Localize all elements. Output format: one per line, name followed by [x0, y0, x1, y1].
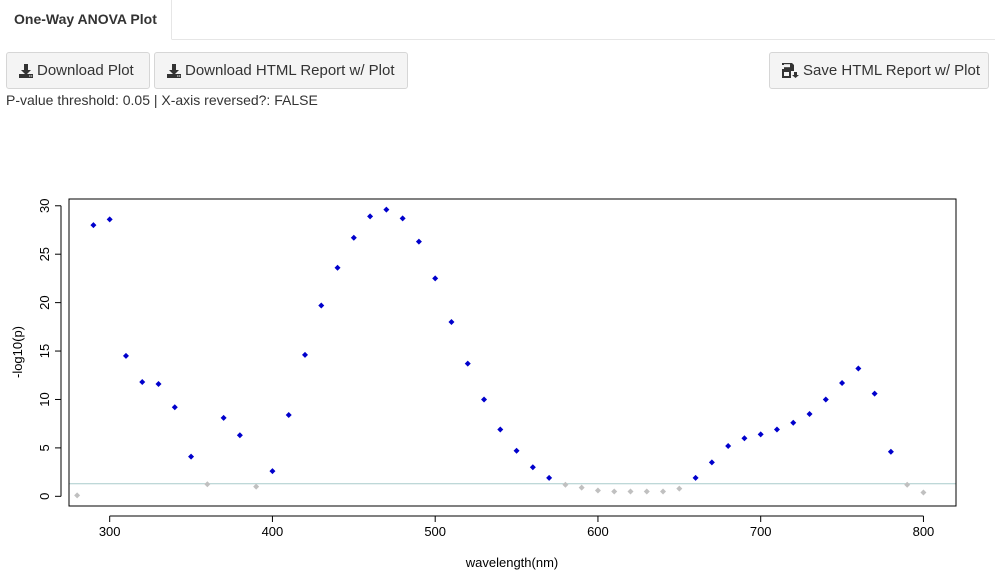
data-point: [692, 474, 699, 481]
data-point: [871, 390, 878, 397]
data-point: [562, 481, 569, 488]
data-point: [399, 215, 406, 222]
data-point: [236, 432, 243, 439]
x-tick-label: 700: [750, 524, 772, 539]
data-point: [253, 483, 260, 490]
data-point: [546, 474, 553, 481]
plot-frame: [68, 198, 957, 507]
y-tick-label: 15: [37, 344, 52, 358]
data-point: [741, 435, 748, 442]
data-point: [660, 488, 667, 495]
data-point: [578, 484, 585, 491]
data-point: [285, 411, 292, 418]
data-point: [301, 351, 308, 358]
data-point: [643, 488, 650, 495]
data-point: [806, 410, 813, 417]
data-point: [155, 380, 162, 387]
data-point: [627, 488, 634, 495]
data-point: [920, 489, 927, 496]
data-point: [676, 485, 683, 492]
data-point: [415, 238, 422, 245]
data-point: [448, 318, 455, 325]
data-point: [790, 419, 797, 426]
data-point: [318, 302, 325, 309]
x-tick-label: 400: [262, 524, 284, 539]
data-point: [904, 481, 911, 488]
x-tick-label: 600: [587, 524, 609, 539]
data-point: [855, 365, 862, 372]
data-point: [188, 453, 195, 460]
data-point: [269, 468, 276, 475]
save-icon: [782, 63, 799, 78]
data-point: [497, 426, 504, 433]
save-report-label: Save HTML Report w/ Plot: [803, 62, 981, 79]
data-point: [481, 396, 488, 403]
data-point: [220, 414, 227, 421]
y-tick-label: 30: [37, 199, 52, 213]
y-tick-label: 10: [37, 392, 52, 406]
data-point: [432, 275, 439, 282]
y-tick-label: 25: [37, 247, 52, 261]
data-point: [106, 216, 113, 223]
x-axis-label: wavelength(nm): [465, 555, 559, 570]
y-tick-label: 20: [37, 295, 52, 309]
data-point: [139, 379, 146, 386]
data-point: [839, 380, 846, 387]
tab-label: One-Way ANOVA Plot: [14, 11, 157, 27]
download-plot-label: Download Plot: [37, 62, 134, 79]
data-point: [757, 431, 764, 438]
tab-one-way-anova-plot[interactable]: One-Way ANOVA Plot: [0, 0, 172, 40]
save-html-report-button[interactable]: Save HTML Report w/ Plot: [769, 52, 989, 89]
data-point: [773, 426, 780, 433]
data-point: [171, 404, 178, 411]
x-tick-label: 300: [99, 524, 121, 539]
data-point: [887, 448, 894, 455]
y-tick-label: 5: [37, 444, 52, 451]
data-point: [383, 206, 390, 213]
data-point: [464, 360, 471, 367]
x-tick-label: 800: [913, 524, 935, 539]
data-point: [367, 213, 374, 220]
data-point: [725, 442, 732, 449]
data-point: [611, 488, 618, 495]
data-point: [529, 464, 536, 471]
data-point: [594, 487, 601, 494]
settings-status-text: P-value threshold: 0.05 | X-axis reverse…: [6, 92, 318, 108]
download-report-label: Download HTML Report w/ Plot: [185, 62, 395, 79]
data-point: [90, 222, 97, 229]
anova-scatter-plot: 300 400 500 600 700 800 0 5 10 15 20 25 30 wavelengt…: [10, 198, 957, 570]
data-point: [350, 234, 357, 241]
download-html-report-button[interactable]: Download HTML Report w/ Plot: [154, 52, 408, 89]
data-point: [334, 264, 341, 271]
download-icon: [167, 63, 181, 78]
x-tick-label: 500: [424, 524, 446, 539]
data-point: [513, 447, 520, 454]
tab-bar: One-Way ANOVA Plot: [0, 0, 995, 40]
data-point: [122, 352, 129, 359]
y-tick-label: 0: [37, 493, 52, 500]
data-point: [822, 396, 829, 403]
data-point: [74, 492, 81, 499]
download-plot-button[interactable]: Download Plot: [6, 52, 150, 89]
download-icon: [19, 63, 33, 78]
y-axis-label: -log10(p): [10, 326, 25, 378]
data-point: [708, 459, 715, 466]
data-point: [204, 481, 211, 488]
